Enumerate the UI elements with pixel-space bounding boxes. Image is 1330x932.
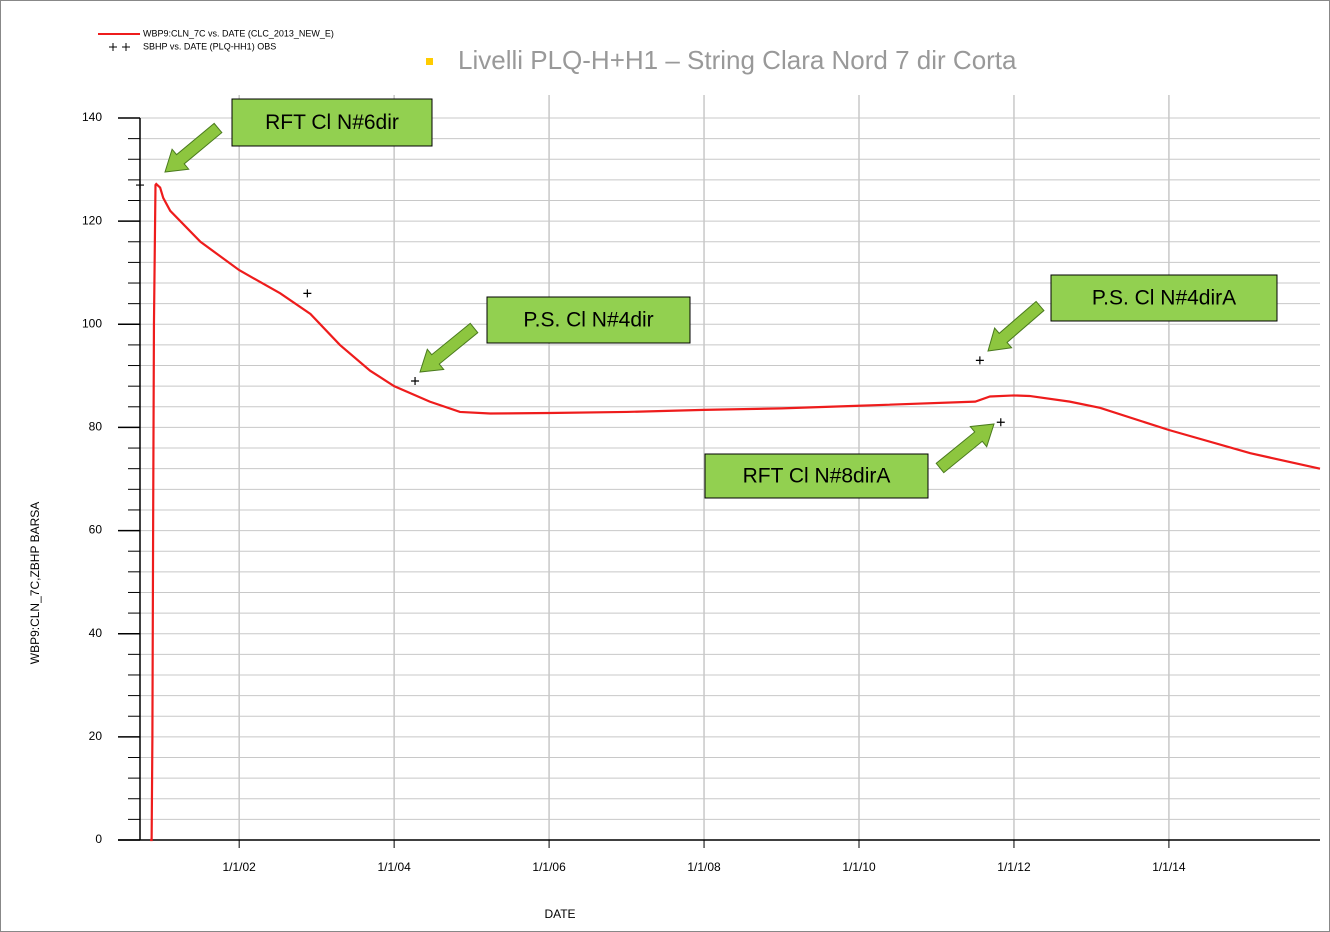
annotation-box [486,296,691,344]
y-tick-label: 20 [89,729,103,743]
annotation-box [231,98,433,147]
annotation-box [1050,274,1278,322]
y-tick-label: 80 [89,420,103,434]
chart-title: Livelli PLQ-H+H1 – String Clara Nord 7 d… [458,45,1017,75]
x-tick-label: 1/1/06 [532,860,566,874]
annotation-arrow [419,322,479,373]
x-tick-label: 1/1/08 [687,860,721,874]
data-point [975,356,984,365]
y-tick-label: 40 [89,626,103,640]
x-tick-label: 1/1/04 [377,860,411,874]
y-tick-label: 60 [89,523,103,537]
x-tick-label: 1/1/02 [222,860,256,874]
data-point [996,418,1005,427]
x-tick-label: 1/1/10 [842,860,876,874]
annotation-text: P.S. Cl N#4dirA [1092,287,1236,310]
x-axis-label: DATE [544,907,575,921]
y-axis-label: WBP9:CLN_7C,ZBHP BARSA [28,502,42,665]
data-point [303,289,312,298]
annotation-text: RFT Cl N#8dirA [743,465,891,488]
annotation-text: P.S. Cl N#4dir [523,309,653,332]
legend-swatch [109,43,130,51]
annotation-arrow [987,300,1045,352]
x-tick-label: 1/1/14 [1152,860,1186,874]
legend-label: SBHP vs. DATE (PLQ-HH1) OBS [143,41,276,51]
title-bullet [426,58,433,65]
annotation-arrow [935,423,995,474]
annotation-arrow [164,122,223,173]
data-point [411,377,420,386]
y-tick-label: 0 [95,832,102,846]
data-point [136,181,144,190]
y-tick-label: 100 [82,316,102,330]
y-tick-label: 140 [82,110,102,124]
y-tick-label: 120 [82,213,102,227]
legend-label: WBP9:CLN_7C vs. DATE (CLC_2013_NEW_E) [143,28,334,38]
data-line [150,182,1321,842]
annotation-box [704,453,929,499]
annotation-text: RFT Cl N#6dir [265,111,399,134]
x-tick-label: 1/1/12 [997,860,1031,874]
